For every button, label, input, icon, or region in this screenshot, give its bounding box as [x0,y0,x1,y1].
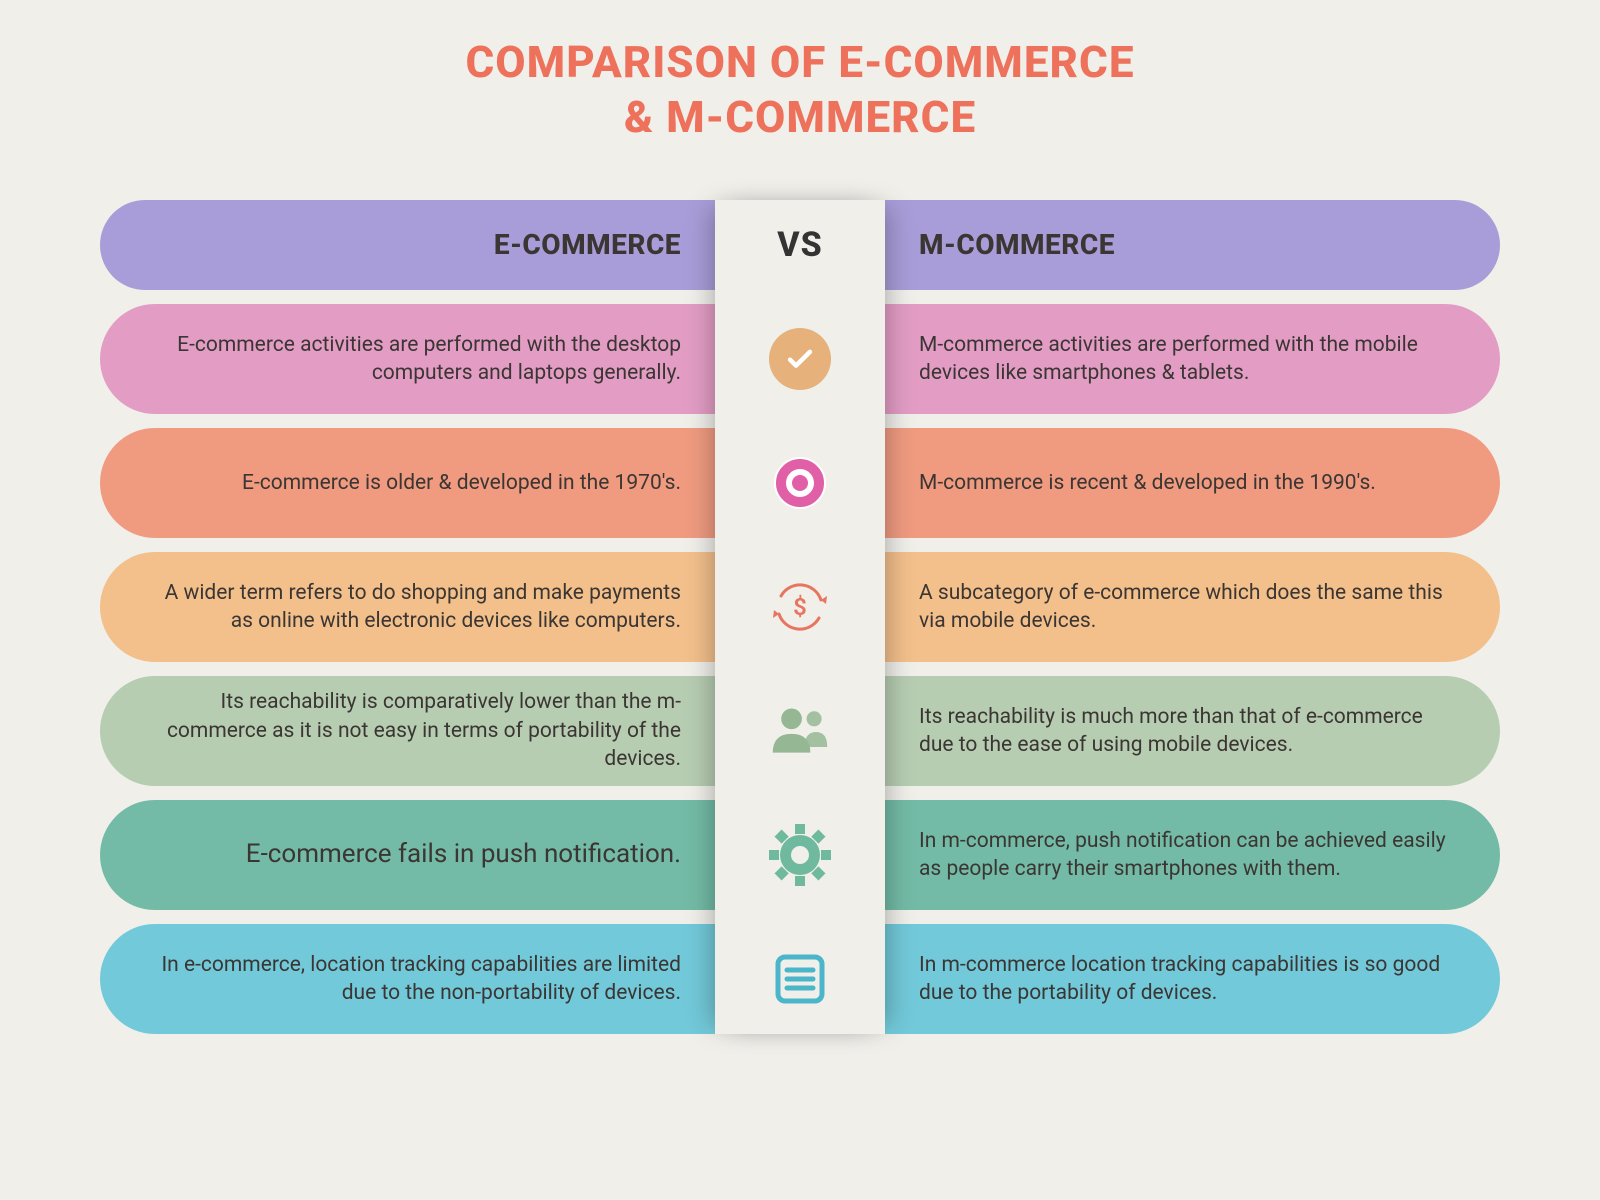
right-row-text-3: Its reachability is much more than that … [919,703,1450,760]
left-row-4: E-commerce fails in push notification. [100,800,715,910]
right-row-text-0: M-commerce activities are performed with… [919,331,1450,388]
left-row-text-1: E-commerce is older & developed in the 1… [242,469,681,497]
svg-text:$: $ [793,593,807,621]
left-column: E-COMMERCE E-commerce activities are per… [100,200,715,1034]
left-row-3: Its reachability is comparatively lower … [100,676,715,786]
right-column: M-COMMERCE M-commerce activities are per… [885,200,1500,1034]
right-row-text-2: A subcategory of e-commerce which does t… [919,579,1450,636]
center-icon-cell-3 [715,676,885,786]
page-title: COMPARISON OF E-COMMERCE & M-COMMERCE [100,35,1500,145]
left-row-2: A wider term refers to do shopping and m… [100,552,715,662]
check-icon [769,328,831,390]
right-row-3: Its reachability is much more than that … [885,676,1500,786]
title-line1: COMPARISON OF E-COMMERCE [465,36,1134,88]
left-row-text-4: E-commerce fails in push notification. [246,837,681,872]
dollar-cycle-icon: $ [769,576,831,638]
title-line2: & M-COMMERCE [624,91,976,143]
left-row-5: In e-commerce, location tracking capabil… [100,924,715,1034]
right-row-text-5: In m-commerce location tracking capabili… [919,951,1450,1008]
people-icon [769,700,831,762]
right-row-text-1: M-commerce is recent & developed in the … [919,469,1376,497]
list-icon [769,948,831,1010]
gear-icon [769,824,831,886]
left-row-1: E-commerce is older & developed in the 1… [100,428,715,538]
center-icon-cell-5 [715,924,885,1034]
left-row-text-0: E-commerce activities are performed with… [150,331,681,388]
left-row-text-5: In e-commerce, location tracking capabil… [150,951,681,1008]
left-header-label: E-COMMERCE [494,226,681,264]
left-header: E-COMMERCE [100,200,715,290]
center-icon-cell-0 [715,304,885,414]
ring-icon [769,452,831,514]
right-row-0: M-commerce activities are performed with… [885,304,1500,414]
center-column: VS $ [715,200,885,1034]
right-header: M-COMMERCE [885,200,1500,290]
center-icon-cell-1 [715,428,885,538]
right-row-text-4: In m-commerce, push notification can be … [919,827,1450,884]
left-row-0: E-commerce activities are performed with… [100,304,715,414]
left-row-text-3: Its reachability is comparatively lower … [150,688,681,773]
right-row-1: M-commerce is recent & developed in the … [885,428,1500,538]
center-icon-cell-2: $ [715,552,885,662]
right-row-4: In m-commerce, push notification can be … [885,800,1500,910]
right-row-2: A subcategory of e-commerce which does t… [885,552,1500,662]
vs-label: VS [715,200,885,290]
center-icon-cell-4 [715,800,885,910]
comparison-grid: E-COMMERCE E-commerce activities are per… [100,200,1500,1034]
right-header-label: M-COMMERCE [919,226,1115,264]
right-row-5: In m-commerce location tracking capabili… [885,924,1500,1034]
left-row-text-2: A wider term refers to do shopping and m… [150,579,681,636]
